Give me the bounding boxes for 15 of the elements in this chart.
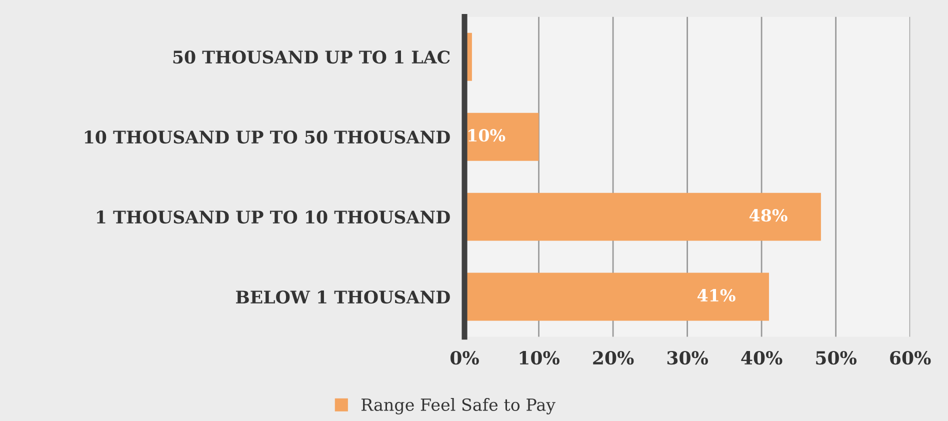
y-tick-label: 1 THOUSAND UP TO 10 THOUSAND bbox=[97, 210, 450, 224]
y-tick-label: 50 THOUSAND UP TO 1 LAC bbox=[173, 50, 450, 64]
x-tick-label: 40% bbox=[741, 351, 782, 365]
data-label: 10% bbox=[468, 129, 506, 142]
x-tick-label: 0% bbox=[450, 351, 479, 365]
x-tick-label: 10% bbox=[520, 351, 560, 365]
y-tick-label: BELOW 1 THOUSAND bbox=[236, 290, 450, 304]
data-label: 41% bbox=[697, 289, 736, 302]
x-tick-label: 50% bbox=[816, 351, 857, 365]
x-tick-label: 60% bbox=[890, 351, 931, 365]
x-tick-label: 30% bbox=[667, 351, 708, 365]
data-label: 48% bbox=[749, 209, 788, 222]
y-tick-label: 10 THOUSAND UP TO 50 THOUSAND bbox=[84, 130, 450, 144]
x-tick-label: 20% bbox=[593, 351, 634, 365]
legend-label: Range Feel Safe to Pay bbox=[361, 398, 556, 414]
